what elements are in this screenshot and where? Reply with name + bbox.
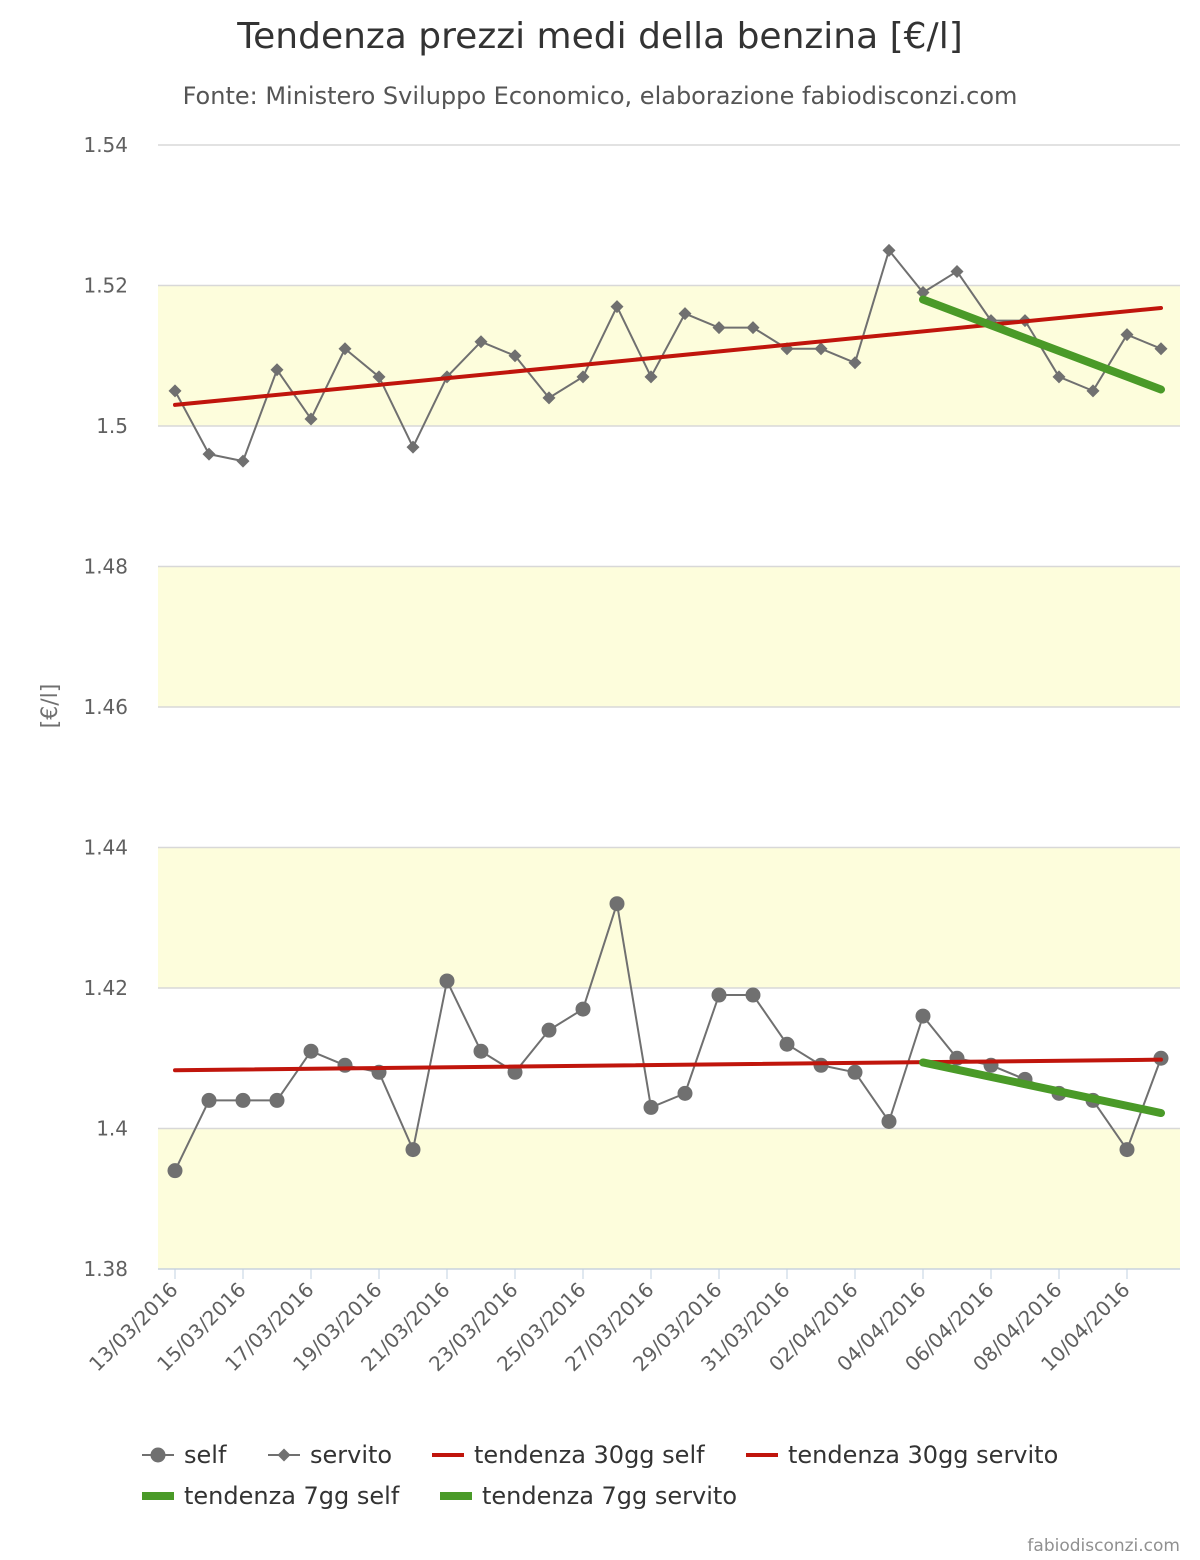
data-point-self [643, 1099, 659, 1115]
y-tick-label: 1.4 [96, 1117, 128, 1141]
y-tick-label: 1.38 [83, 1257, 128, 1281]
y-axis-label: [€/l] [38, 684, 63, 729]
data-point-servito [1086, 384, 1100, 398]
y-tick-label: 1.46 [83, 695, 128, 719]
data-point-servito [576, 370, 590, 384]
y-tick-label: 1.5 [96, 414, 128, 438]
data-point-self [405, 1142, 421, 1158]
y-axis-ticks: 1.38 1.4 1.42 1.44 1.46 1.48 1.5 1.52 1.54 [83, 133, 128, 1281]
data-point-self [235, 1092, 251, 1108]
legend-item[interactable]: servito [268, 1441, 392, 1469]
data-point-servito [406, 440, 420, 454]
data-point-self [745, 987, 761, 1003]
legend-label: self [184, 1441, 227, 1469]
legend-item[interactable]: self [142, 1441, 227, 1469]
y-tick-label: 1.44 [83, 836, 128, 860]
data-point-servito [236, 454, 250, 468]
legend-item[interactable]: tendenza 7gg self [142, 1482, 400, 1510]
legend-item[interactable]: tendenza 30gg servito [746, 1441, 1058, 1469]
data-point-self [167, 1163, 183, 1179]
y-tick-label: 1.54 [83, 133, 128, 157]
data-point-self [201, 1092, 217, 1108]
data-point-servito [542, 391, 556, 405]
chart-subtitle: Fonte: Ministero Sviluppo Economico, ela… [183, 82, 1018, 110]
data-point-servito [270, 363, 284, 377]
data-point-servito [678, 307, 692, 321]
data-point-servito [746, 321, 760, 335]
data-point-servito [168, 384, 182, 398]
data-point-self [847, 1064, 863, 1080]
series-line-tendenza-7gg-servito [919, 295, 1165, 394]
plot-band [158, 1128, 1180, 1269]
y-tick-label: 1.42 [83, 976, 128, 1000]
data-point-self [1119, 1142, 1135, 1158]
legend-item[interactable]: tendenza 7gg servito [440, 1482, 737, 1510]
data-point-self [575, 1001, 591, 1017]
data-point-self [915, 1008, 931, 1024]
x-axis-ticks: 13/03/201615/03/201617/03/201619/03/2016… [84, 1269, 1135, 1376]
legend: self servito tendenza 30gg self tendenza 30… [142, 1441, 1058, 1510]
data-point-servito [950, 264, 964, 278]
legend-label: tendenza 7gg servito [482, 1482, 737, 1510]
data-point-self [303, 1043, 319, 1059]
legend-label: tendenza 30gg self [474, 1441, 705, 1469]
data-point-self [269, 1092, 285, 1108]
legend-symbol-marker [150, 1447, 166, 1463]
series-line-tendenza-7gg-self [919, 1058, 1165, 1118]
series-line-tendenza-30gg-self [173, 1057, 1163, 1073]
data-point-self [677, 1085, 693, 1101]
series-tendenza-7gg-self [919, 1058, 1165, 1118]
y-tick-label: 1.48 [83, 555, 128, 579]
data-point-self [711, 987, 727, 1003]
plot-bands [158, 285, 1180, 1269]
series-tendenza-7gg-servito [919, 295, 1165, 394]
data-point-servito [644, 370, 658, 384]
data-point-servito [848, 356, 862, 370]
credits-link[interactable]: fabiodisconzi.com [1027, 1536, 1180, 1556]
data-point-servito [1052, 370, 1066, 384]
data-point-servito [882, 243, 896, 257]
data-point-self [881, 1113, 897, 1129]
data-point-servito [474, 335, 488, 349]
data-point-self [609, 896, 625, 912]
data-point-servito [916, 286, 930, 300]
data-point-servito [508, 349, 522, 363]
data-point-servito [610, 300, 624, 314]
legend-label: tendenza 7gg self [184, 1482, 400, 1510]
data-point-servito [712, 321, 726, 335]
data-point-self [337, 1057, 353, 1073]
plot-band [158, 566, 1180, 707]
data-point-self [541, 1022, 557, 1038]
legend-item[interactable]: tendenza 30gg self [432, 1441, 705, 1469]
data-point-servito [304, 412, 318, 426]
data-point-self [439, 973, 455, 989]
data-point-self [779, 1036, 795, 1052]
legend-label: servito [310, 1441, 392, 1469]
chart-title: Tendenza prezzi medi della benzina [€/l] [236, 16, 962, 57]
legend-symbol-marker [277, 1448, 291, 1462]
data-point-servito [372, 370, 386, 384]
y-tick-label: 1.52 [83, 274, 128, 298]
data-point-servito [338, 342, 352, 356]
data-point-servito [1120, 328, 1134, 342]
data-point-servito [1154, 342, 1168, 356]
data-point-self [473, 1043, 489, 1059]
data-point-servito [202, 447, 216, 461]
data-point-servito [814, 342, 828, 356]
series-tendenza-30gg-self [173, 1057, 1163, 1073]
legend-label: tendenza 30gg servito [788, 1441, 1058, 1469]
plot-band [158, 847, 1180, 988]
series-layer [167, 243, 1169, 1179]
